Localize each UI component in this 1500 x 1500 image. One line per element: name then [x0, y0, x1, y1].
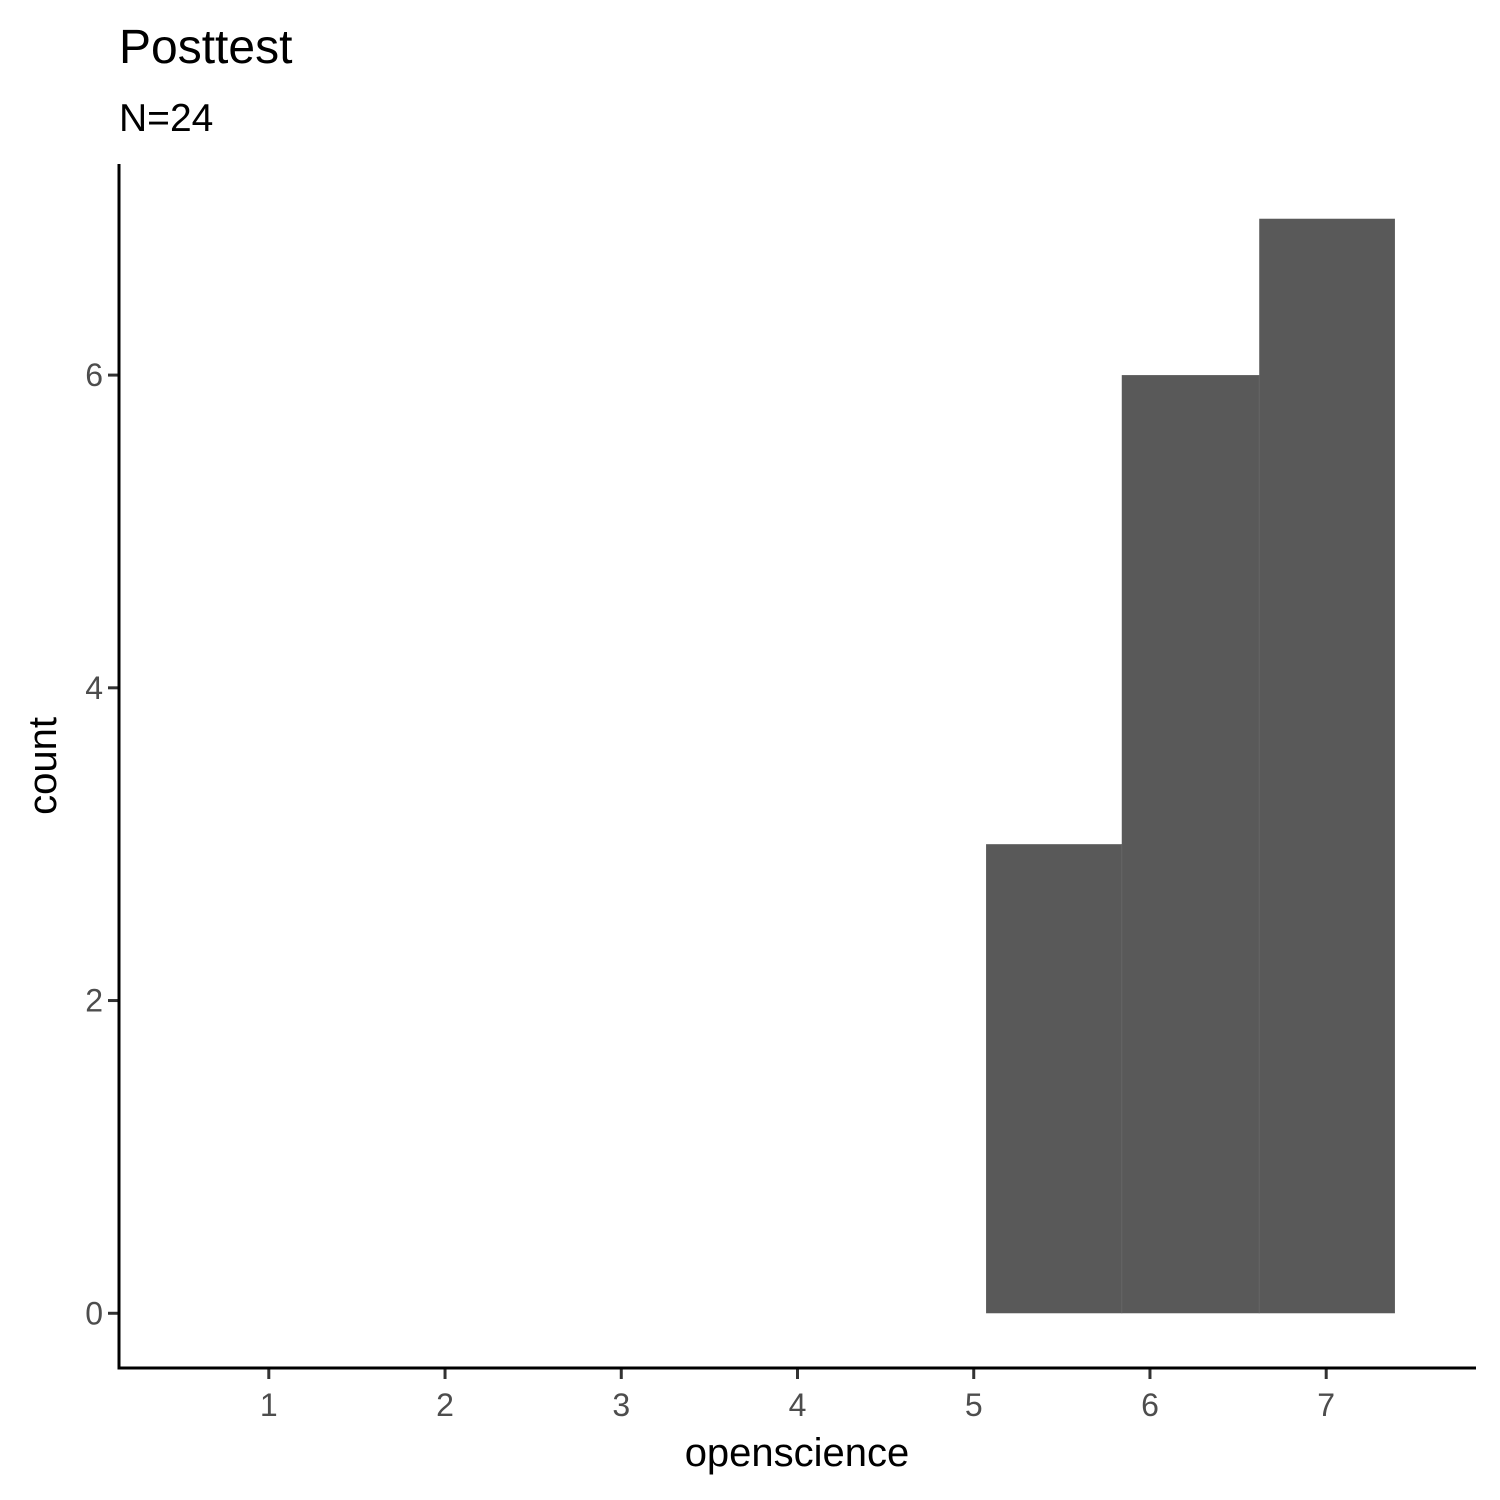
histogram-bar-3 [1259, 218, 1395, 1314]
x-tick-label: 5 [965, 1387, 983, 1423]
histogram-bar-2 [1121, 375, 1260, 1314]
x-axis-ticks: 1 2 3 4 5 6 7 [260, 1368, 1335, 1423]
y-axis-ticks: 0 2 4 6 [85, 357, 119, 1331]
x-tick-label: 1 [260, 1387, 278, 1423]
x-tick-label: 6 [1141, 1387, 1159, 1423]
y-tick-label: 0 [85, 1295, 103, 1331]
bars-group [986, 218, 1395, 1314]
y-tick-label: 4 [85, 670, 103, 706]
y-axis-title: count [21, 717, 65, 815]
y-tick-label: 6 [85, 357, 103, 393]
x-tick-label: 3 [612, 1387, 630, 1423]
x-tick-label: 7 [1317, 1387, 1335, 1423]
y-tick-label: 2 [85, 983, 103, 1019]
x-axis-title: openscience [685, 1431, 910, 1475]
x-tick-label: 2 [436, 1387, 454, 1423]
chart-title: Posttest [119, 21, 292, 74]
histogram-bar-1 [986, 844, 1122, 1314]
x-tick-label: 4 [789, 1387, 807, 1423]
chart-subtitle: N=24 [119, 97, 213, 140]
